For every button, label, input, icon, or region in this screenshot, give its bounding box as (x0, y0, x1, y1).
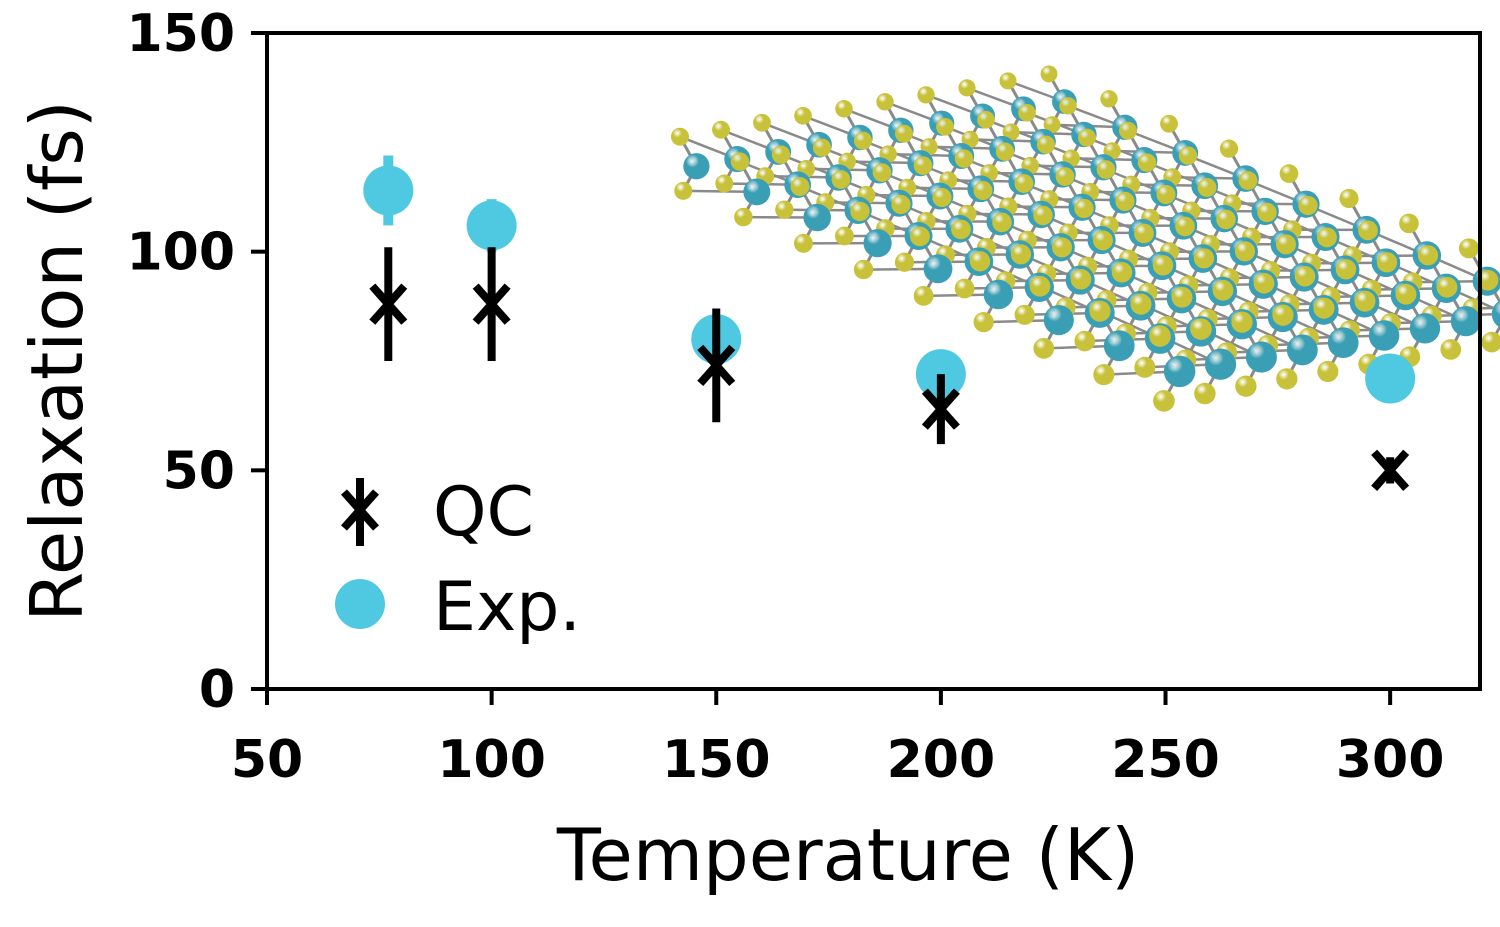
legend: QC Exp. (335, 473, 581, 647)
y-tick-label: 150 (126, 4, 235, 64)
axis-ticks: 50 100 150 200 250 300 0 50 100 150 (126, 4, 1444, 790)
x-axis-label: Temperature (K) (556, 813, 1139, 897)
legend-qc-marker (341, 489, 379, 531)
x-tick-label: 100 (437, 730, 546, 790)
y-axis-label: Relaxation (fs) (15, 100, 99, 622)
exp-point (1365, 353, 1416, 404)
qc-point (697, 344, 736, 387)
x-tick-label: 150 (662, 730, 771, 790)
qc-point (369, 283, 408, 325)
x-tick-label: 250 (1111, 730, 1220, 790)
x-tick-label: 200 (887, 730, 996, 790)
lattice-atoms (670, 65, 1500, 412)
legend-qc-label: QC (433, 473, 534, 552)
exp-point (363, 165, 414, 216)
y-tick-label: 100 (126, 223, 235, 283)
legend-exp-label: Exp. (433, 568, 581, 647)
plot-data (363, 155, 1416, 491)
y-tick-label: 0 (199, 660, 235, 720)
crystal-lattice-inset (670, 65, 1500, 412)
x-tick-label: 300 (1336, 730, 1445, 790)
plot-frame (265, 31, 1482, 691)
x-tick-label: 50 (231, 730, 303, 790)
exp-point (466, 200, 517, 251)
qc-point (472, 283, 511, 325)
legend-exp-marker (335, 579, 385, 629)
qc-point (1371, 449, 1410, 491)
qc-point (921, 388, 960, 430)
y-tick-label: 50 (163, 441, 235, 501)
